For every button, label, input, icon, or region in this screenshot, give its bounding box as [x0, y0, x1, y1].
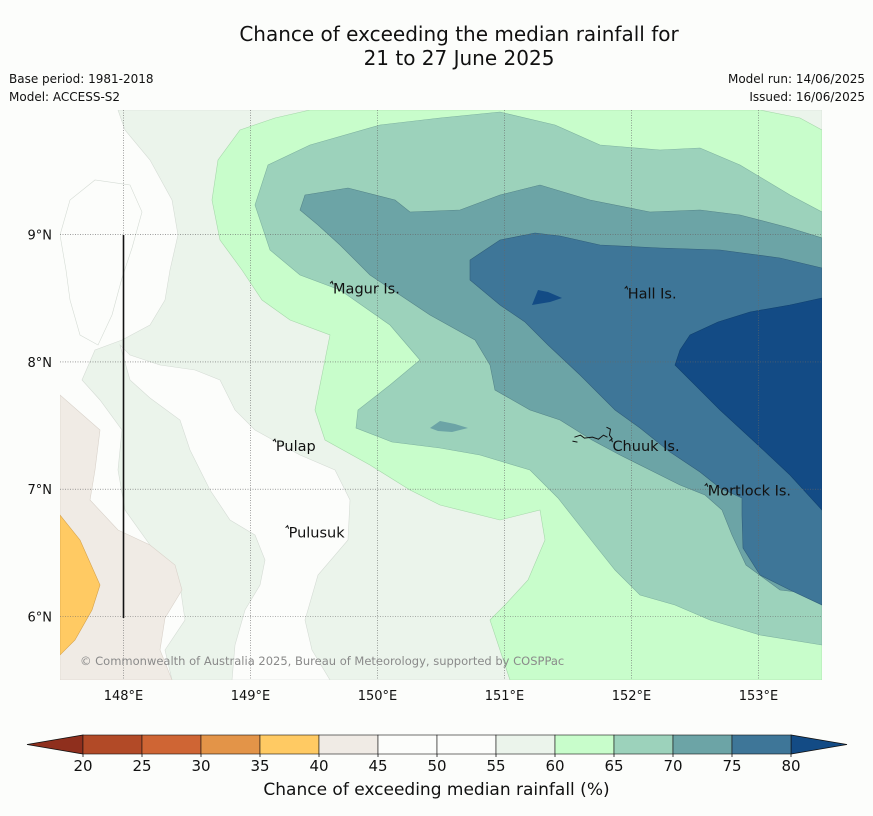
- colorbar-tick-label: 60: [545, 757, 564, 775]
- colorbar-tick-label: 70: [663, 757, 682, 775]
- contour-60-65-lowland: [119, 343, 351, 680]
- meta-right: Model run: 14/06/2025 Issued: 16/06/2025: [728, 70, 865, 106]
- colorbar-tick-label: 35: [250, 757, 269, 775]
- place-label-magur: Magur Is.: [333, 281, 400, 297]
- colorbar-segment: [495, 734, 556, 755]
- colorbar-over-arrow: [790, 734, 848, 755]
- chuuk-lagoon-outline: [572, 426, 613, 443]
- model-run-date: Model run: 14/06/2025: [727, 72, 865, 86]
- colorbar-tick-label: 80: [781, 757, 800, 775]
- axis-tick-labels: 148°E 149°E 150°E 151°E 152°E 153°E 9°N 8°N 7°N 6…: [28, 229, 779, 704]
- lon-tick-label: 148°E: [104, 689, 144, 704]
- meta-left: Base period: 1981-2018 Model: ACCESS-S2: [9, 70, 154, 106]
- island-mark-chuuk: [609, 438, 613, 443]
- colorbar-segment: [672, 734, 733, 755]
- place-label-pulusuk: Pulusuk: [289, 526, 346, 542]
- colorbar-segment: [82, 734, 143, 755]
- lon-tick-label: 150°E: [358, 689, 398, 704]
- map-title: Chance of exceeding the median rainfall …: [0, 22, 873, 70]
- colorbar-tick-label: 20: [73, 757, 92, 775]
- colorbar-segment: [318, 734, 379, 755]
- colorbar-tick-label: 40: [309, 757, 328, 775]
- island-mark-hall: [624, 285, 629, 290]
- lat-tick-label: 8°N: [28, 356, 53, 371]
- colorbar-tick-label: 30: [191, 757, 210, 775]
- colorbar-segment: [613, 734, 674, 755]
- attribution-text: © Commonwealth of Australia 2025, Bureau…: [80, 654, 564, 668]
- lon-tick-label: 153°E: [739, 689, 779, 704]
- lat-tick-label: 7°N: [28, 483, 53, 498]
- title-line-1: Chance of exceeding the median rainfall …: [239, 22, 679, 46]
- colorbar-segment: [259, 734, 320, 755]
- island-mark-pulusuk: [285, 524, 290, 529]
- issued-date: Issued: 16/06/2025: [749, 90, 865, 104]
- contour-30-35: [60, 514, 101, 656]
- contour-above-80: [674, 297, 822, 511]
- island-mark-pulap: [272, 438, 277, 443]
- lat-tick-label: 9°N: [28, 229, 53, 244]
- lat-tick-label: 6°N: [28, 610, 53, 625]
- colorbar-tick-label: 65: [604, 757, 623, 775]
- colorbar-tick-label: 75: [722, 757, 741, 775]
- contour-blob-75-80: [532, 290, 562, 305]
- colorbar-under-arrow: [26, 734, 84, 755]
- lon-tick-label: 151°E: [485, 689, 525, 704]
- island-mark-mortlock: [704, 482, 709, 487]
- place-label-pulap: Pulap: [276, 439, 316, 455]
- island-mark-magur: [329, 280, 334, 285]
- colorbar-tick-label: 45: [368, 757, 387, 775]
- contour-blob-65-70: [430, 421, 468, 432]
- colorbar-tick-label: 55: [486, 757, 505, 775]
- model-name: Model: ACCESS-S2: [9, 90, 121, 104]
- title-line-2: 21 to 27 June 2025: [363, 46, 555, 70]
- lon-tick-label: 152°E: [612, 689, 652, 704]
- place-label-mortlock: Mortlock Is.: [708, 484, 791, 500]
- colorbar-title: Chance of exceeding median rainfall (%): [263, 780, 610, 800]
- contour-60-65-hole: [60, 179, 143, 346]
- place-label-chuuk: Chuuk Is.: [612, 439, 679, 455]
- colorbar-segment: [141, 734, 202, 755]
- contour-fill: [60, 110, 822, 680]
- forecast-map: Magur Is. Hall Is. Pulap Chuuk Is. Mortlock …: [26, 110, 848, 775]
- place-labels: Magur Is. Hall Is. Pulap Chuuk Is. Mortlock …: [272, 280, 791, 542]
- place-label-hall: Hall Is.: [628, 286, 677, 302]
- base-period: Base period: 1981-2018: [9, 72, 154, 86]
- colorbar-segment: [436, 734, 497, 755]
- colorbar-segment: [377, 734, 438, 755]
- colorbar-segment: [200, 734, 261, 755]
- colorbar-segment: [554, 734, 615, 755]
- colorbar: 20 25 30 35 40 45 50 55 60 65 70 75 80: [26, 734, 848, 775]
- lon-tick-label: 149°E: [231, 689, 271, 704]
- colorbar-segment: [731, 734, 792, 755]
- colorbar-tick-label: 25: [132, 757, 151, 775]
- colorbar-tick-label: 50: [427, 757, 446, 775]
- graticule: [60, 110, 822, 680]
